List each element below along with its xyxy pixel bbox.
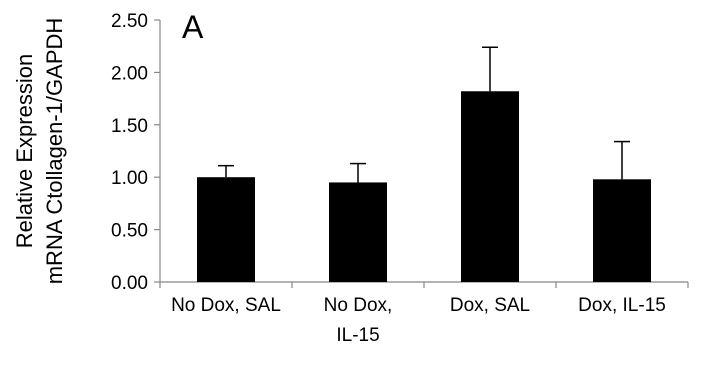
bar	[329, 182, 387, 282]
x-tick-label: No Dox, SAL	[171, 295, 281, 316]
x-axis: No Dox, SAL No Dox, IL-15 Dox, SAL Dox, IL-1…	[159, 281, 689, 346]
panel-label: A	[182, 9, 204, 45]
y-tick-label: 1.00	[111, 168, 148, 189]
bars	[197, 91, 651, 282]
y-tick-label: 0.00	[111, 273, 148, 294]
x-tick-label: IL-15	[336, 325, 379, 346]
y-axis: 0.00 0.50 1.00 1.50 2.00 2.50	[111, 11, 161, 294]
y-tick-label: 1.50	[111, 116, 148, 137]
y-axis-title-line: mRNA Ctollagen-1/GAPDH	[42, 18, 67, 285]
y-tick-label: 2.50	[111, 11, 148, 32]
y-axis-title: Relative Expression mRNA Ctollagen-1/GAPD…	[12, 18, 67, 285]
y-tick-label: 2.00	[111, 63, 148, 84]
x-tick-label: No Dox,	[324, 295, 393, 316]
bar	[197, 177, 255, 282]
y-tick-label: 0.50	[111, 221, 148, 242]
x-tick-label: Dox, SAL	[450, 295, 530, 316]
y-axis-title-line: Relative Expression	[12, 54, 37, 248]
error-bars	[218, 46, 630, 183]
bar	[461, 91, 519, 282]
bar	[593, 179, 651, 282]
x-tick-label: Dox, IL-15	[578, 295, 666, 316]
